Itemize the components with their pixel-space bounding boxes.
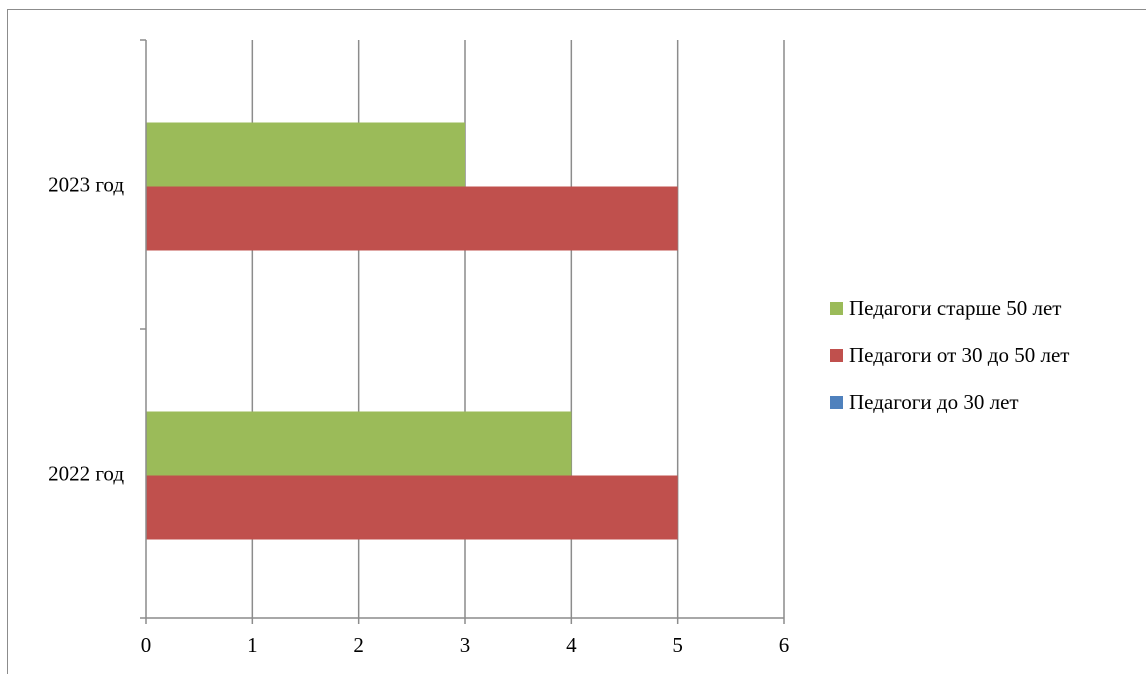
legend-item: Педагоги до 30 лет (830, 379, 1069, 426)
x-tick-label-3: 3 (460, 633, 471, 657)
x-tick-label-2: 2 (353, 633, 364, 657)
x-tick-label-1: 1 (247, 633, 258, 657)
legend-label: Педагоги от 30 до 50 лет (849, 343, 1070, 367)
legend-item: Педагоги от 30 до 50 лет (830, 332, 1069, 379)
bar-series-2-cat-0 (146, 411, 572, 476)
axes (140, 39, 785, 624)
legend-swatch (830, 349, 843, 362)
bars (146, 122, 678, 540)
legend-swatch (830, 302, 843, 315)
x-tick-label-4: 4 (566, 633, 577, 657)
legend-label: Педагоги до 30 лет (849, 390, 1019, 414)
x-tick-label-5: 5 (672, 633, 683, 657)
legend-label: Педагоги старше 50 лет (849, 296, 1062, 320)
bar-series-1-cat-0 (146, 475, 678, 540)
legend-item: Педагоги старше 50 лет (830, 285, 1069, 332)
bar-series-1-cat-1 (146, 186, 678, 251)
y-category-label: 2022 год (48, 462, 124, 486)
tick-labels: 0 1 2 3 4 5 6 2022 год 2023 год (48, 173, 789, 658)
x-tick-label-0: 0 (141, 633, 152, 657)
bar-series-2-cat-1 (146, 122, 465, 187)
chart-frame (7, 9, 1146, 674)
y-category-label: 2023 год (48, 173, 124, 197)
x-tick-label-6: 6 (779, 633, 790, 657)
legend: Педагоги старше 50 лет Педагоги от 30 до … (830, 285, 1069, 426)
legend-swatch (830, 396, 843, 409)
